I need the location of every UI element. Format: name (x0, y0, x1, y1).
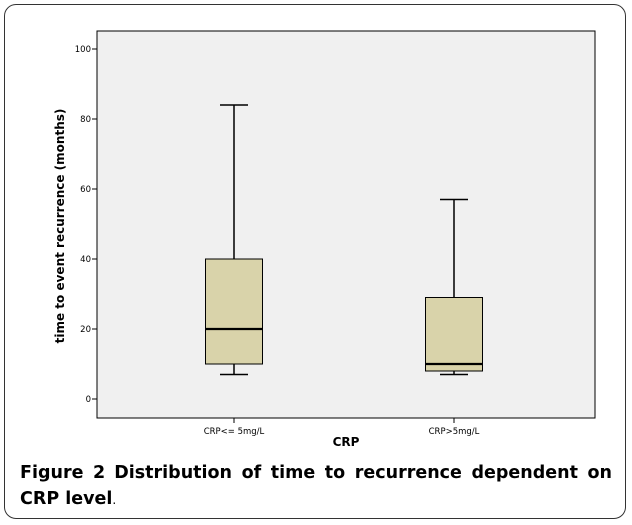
figure-caption: Figure 2 Distribution of time to recurre… (20, 460, 612, 513)
x-axis-title: CRP (333, 435, 360, 449)
boxes-layer (205, 104, 483, 376)
y-axis-title: time to event recurrence (months) (53, 109, 67, 344)
plot-area (96, 30, 596, 419)
y-tick-label: 0 (86, 395, 91, 405)
figure-caption-period: . (112, 493, 117, 507)
figure-caption-text: Distribution of time to recurrence depen… (20, 463, 612, 509)
boxplot-chart: 0 20 40 60 80 100 CRP<= 5mg/L CRP>5mg/L time t… (53, 30, 596, 449)
x-axis: CRP<= 5mg/L CRP>5mg/L (204, 418, 480, 437)
iqr-box (205, 258, 263, 365)
iqr-box (425, 297, 483, 372)
box-group (205, 104, 263, 376)
figure-label: Figure 2 (20, 463, 106, 483)
x-tick-label: CRP>5mg/L (429, 427, 480, 437)
y-axis: 0 20 40 60 80 100 (75, 45, 97, 405)
x-tick-label: CRP<= 5mg/L (204, 427, 265, 437)
box-group (425, 198, 483, 376)
y-tick-label: 100 (75, 45, 91, 55)
y-tick-label: 80 (80, 115, 91, 125)
y-tick-label: 60 (80, 185, 91, 195)
y-tick-label: 40 (80, 255, 91, 265)
y-tick-label: 20 (80, 325, 91, 335)
